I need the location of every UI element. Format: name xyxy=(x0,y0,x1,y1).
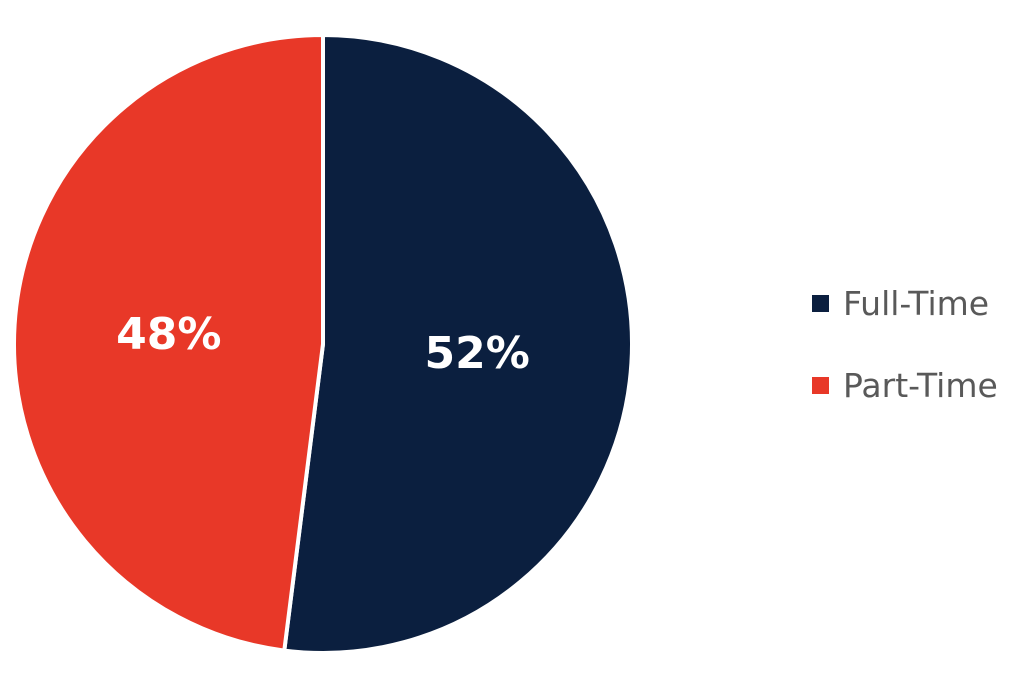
legend: Full-Time Part-Time xyxy=(812,280,1022,444)
data-label-part-time: 48% xyxy=(116,309,221,360)
legend-label-part-time: Part-Time xyxy=(843,365,998,405)
legend-swatch-part-time xyxy=(812,376,829,394)
legend-item-full-time: Full-Time xyxy=(812,280,1022,326)
data-label-full-time: 52% xyxy=(425,328,530,379)
pie-slice-full-time xyxy=(282,33,634,655)
legend-swatch-full-time xyxy=(812,294,829,312)
legend-item-part-time: Part-Time xyxy=(812,362,1022,408)
legend-label-full-time: Full-Time xyxy=(843,283,990,323)
pie-slice-part-time xyxy=(12,33,325,653)
